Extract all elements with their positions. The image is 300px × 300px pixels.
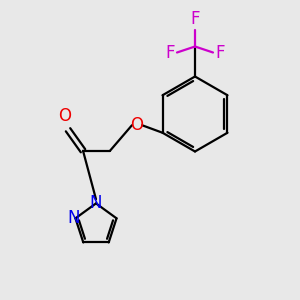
Text: O: O: [130, 116, 143, 134]
Text: O: O: [58, 107, 71, 125]
Text: F: F: [165, 44, 175, 62]
Text: N: N: [90, 194, 102, 212]
Text: F: F: [190, 11, 200, 28]
Text: N: N: [68, 209, 80, 227]
Text: F: F: [215, 44, 225, 62]
